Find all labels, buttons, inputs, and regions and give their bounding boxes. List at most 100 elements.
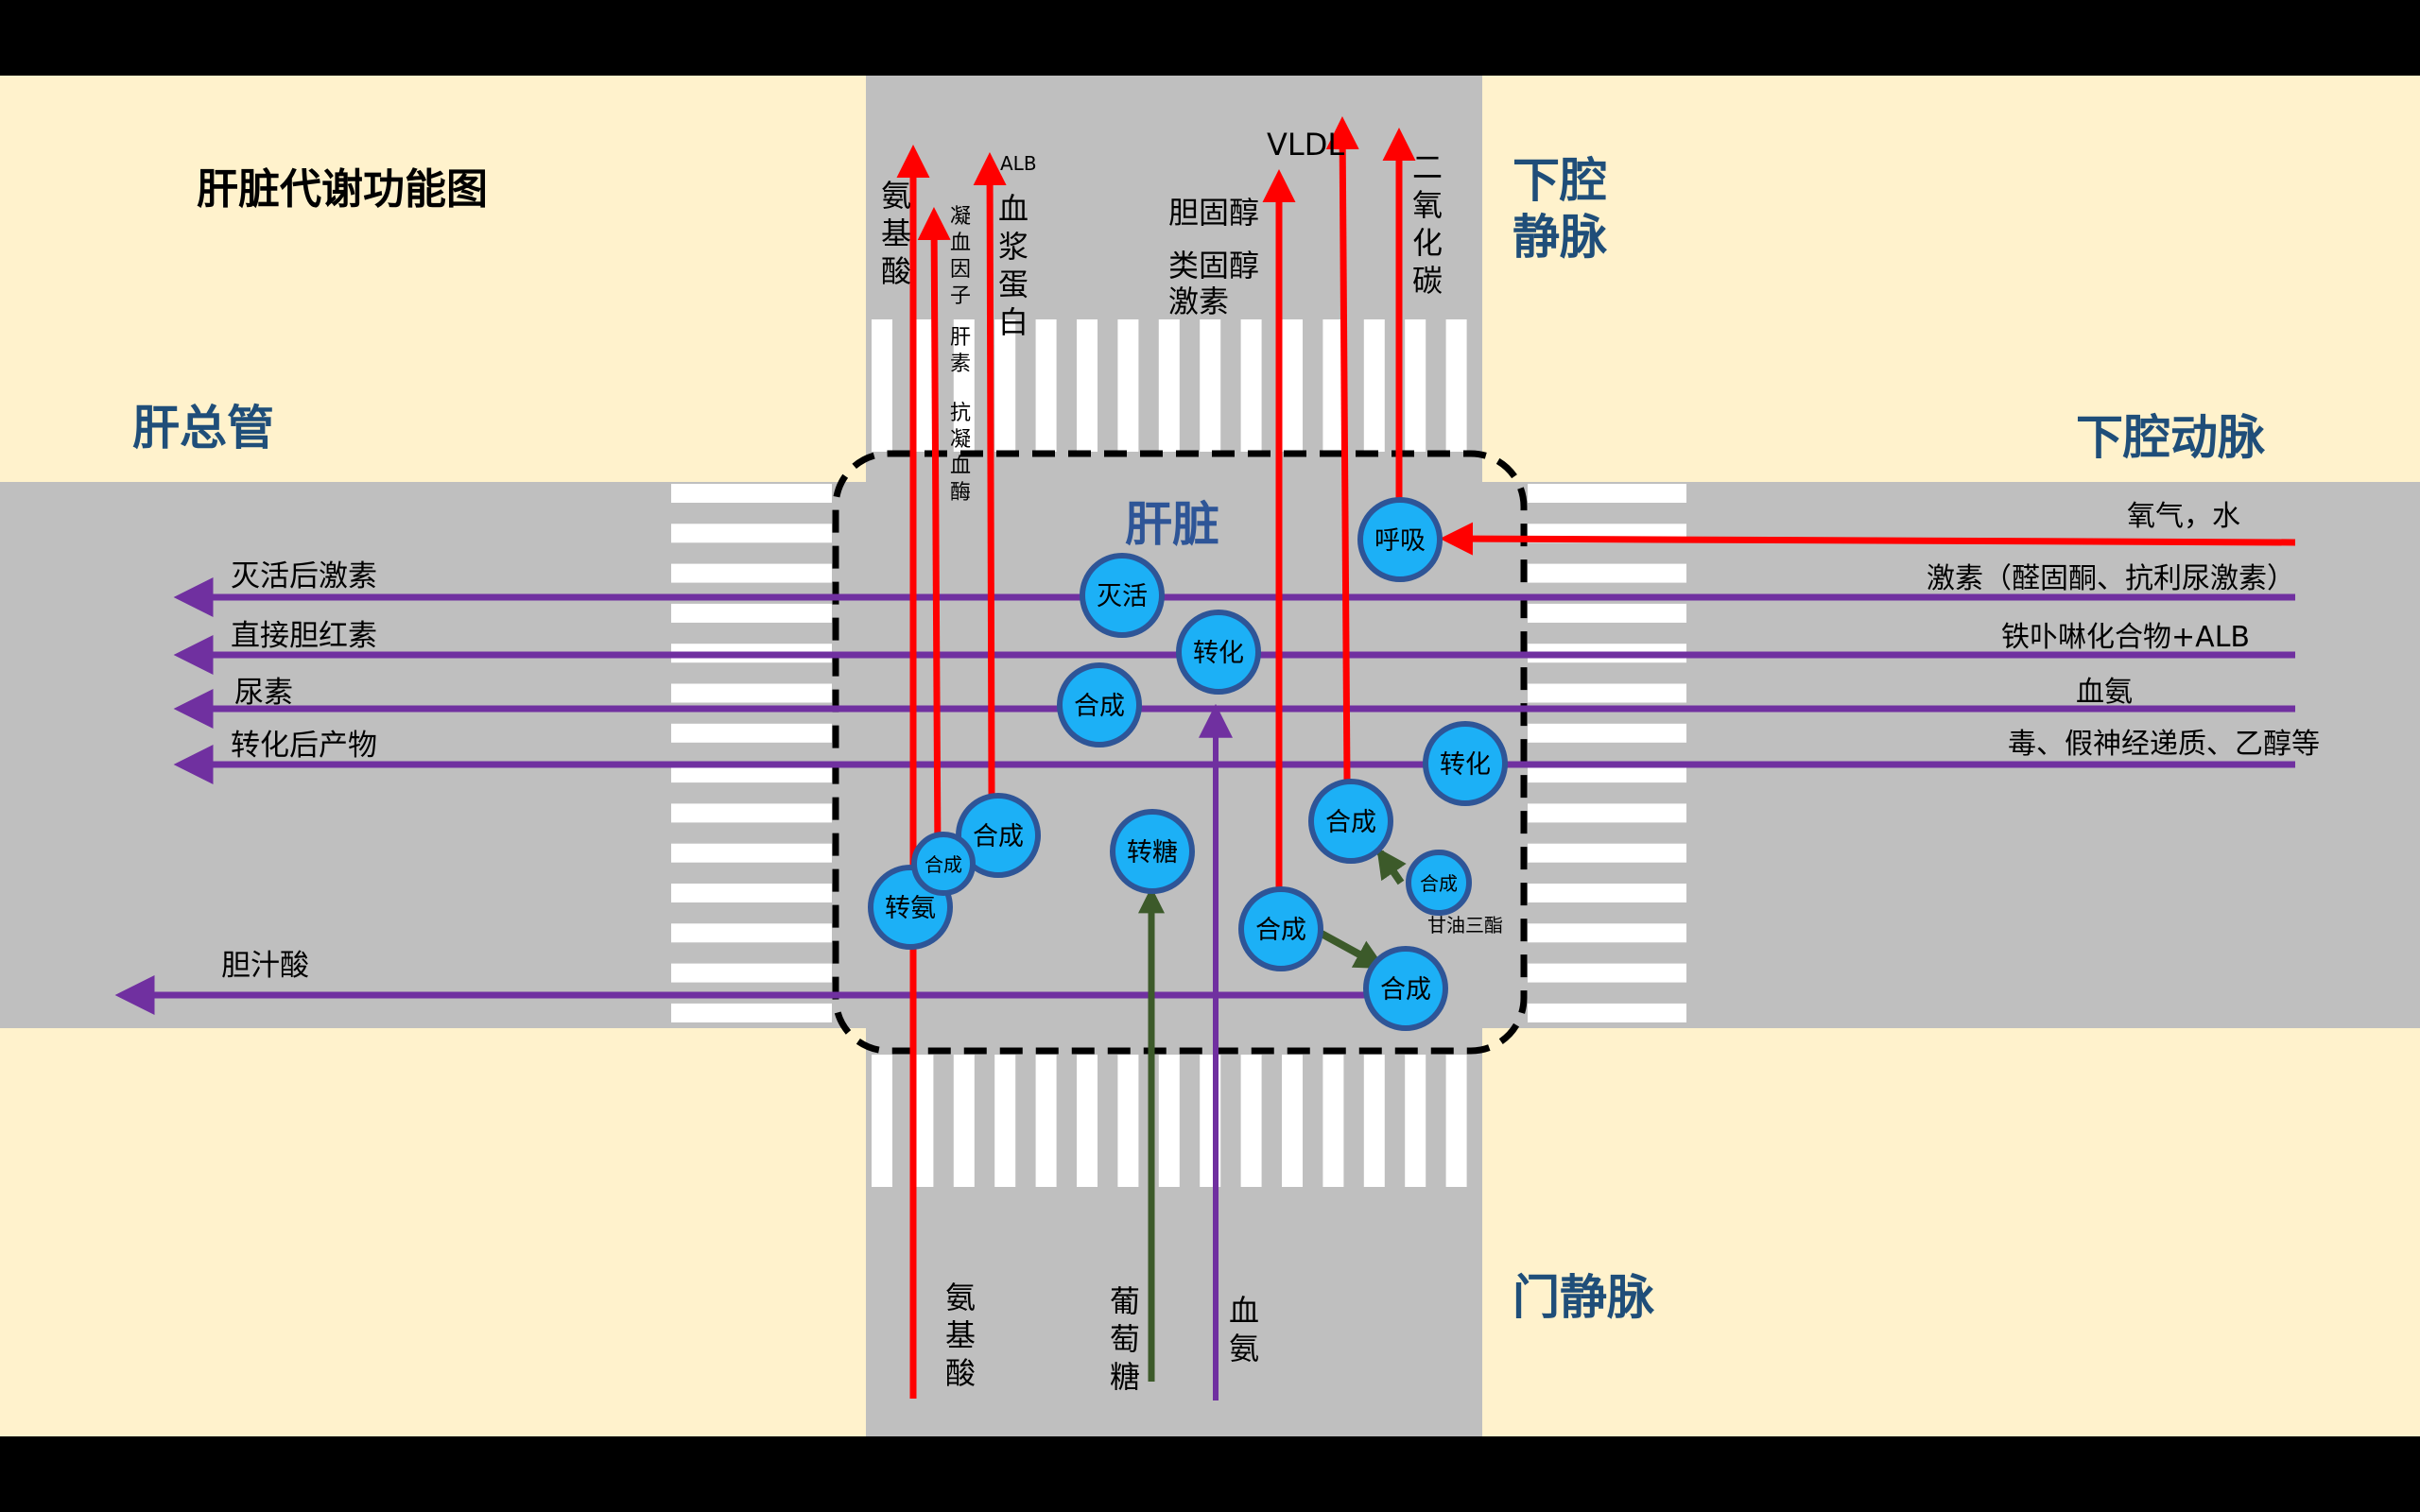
crosswalk-stripe xyxy=(1363,319,1385,452)
diagram-title: 肝脏代谢功能图 xyxy=(197,165,488,214)
crosswalk-stripe xyxy=(1322,1055,1344,1187)
crosswalk-stripe xyxy=(671,683,832,703)
top-letterbox xyxy=(0,0,2420,76)
crosswalk-stripe xyxy=(671,563,832,583)
crosswalk-stripe xyxy=(1528,884,1686,902)
node-synthesis-vldl: 合成 xyxy=(1308,779,1393,864)
crosswalk-stripe xyxy=(1077,1055,1098,1187)
node-synthesis-coag: 合成 xyxy=(911,832,976,896)
node-respiration: 呼吸 xyxy=(1357,497,1443,582)
flow-chol-to-bile xyxy=(1320,930,1386,970)
red-flows xyxy=(896,116,2296,1399)
node-inactivation-label: 灭活 xyxy=(1097,582,1148,611)
flow-vldl xyxy=(1325,116,1359,782)
crosswalk-stripe xyxy=(953,319,975,452)
label-bile-acid: 胆汁酸 xyxy=(221,949,309,983)
node-synthesis-urea-label: 合成 xyxy=(1074,692,1125,721)
crosswalk-stripe xyxy=(994,319,1016,452)
node-synthesis-coag-label: 合成 xyxy=(925,853,962,876)
crosswalk-right xyxy=(1528,484,1686,1022)
crosswalk-stripe xyxy=(671,764,832,783)
horizontal-road xyxy=(0,482,2420,1028)
node-conversion-1: 转化 xyxy=(1176,610,1261,695)
node-synthesis-tg-label: 合成 xyxy=(1420,872,1458,895)
label-alb: ALB xyxy=(1000,152,1037,175)
node-synthesis-tg: 合成 xyxy=(1406,850,1472,916)
node-synthesis-chol: 合成 xyxy=(1238,886,1323,971)
label-plasma-protein: 血浆蛋白 xyxy=(998,191,1028,340)
liver-boundary xyxy=(832,450,1528,1055)
crosswalk-stripe xyxy=(1528,843,1686,863)
crosswalk-stripe xyxy=(953,1055,975,1187)
crosswalk-stripe xyxy=(671,803,832,823)
crosswalk-top xyxy=(872,319,1467,452)
crosswalk-stripe xyxy=(671,484,832,503)
crosswalk-stripe xyxy=(1528,563,1686,583)
flow-tg-to-vldl xyxy=(1376,847,1407,885)
crosswalk-stripe xyxy=(1117,319,1139,452)
crosswalk-stripe xyxy=(1282,319,1303,452)
label-vldl: VLDL xyxy=(1267,127,1344,163)
label-converted-products: 转化后产物 xyxy=(231,729,377,763)
node-synthesis-protein-label: 合成 xyxy=(973,822,1024,851)
crosswalk-stripe xyxy=(671,963,832,983)
label-steroid: 类固醇激素 xyxy=(1168,248,1259,319)
crosswalk-stripe xyxy=(1282,1055,1303,1187)
crosswalk-stripe xyxy=(671,843,832,863)
crosswalk-stripe xyxy=(912,319,934,452)
road-label-portal-vein: 门静脉 xyxy=(1512,1270,1655,1325)
label-oxygen-water: 氧气，水 xyxy=(2127,500,2240,533)
crosswalk-stripe xyxy=(1322,319,1344,452)
label-cholesterol: 胆固醇 xyxy=(1168,195,1259,231)
crosswalk-stripe xyxy=(1035,319,1057,452)
crosswalk-stripe xyxy=(1528,764,1686,783)
crosswalk-stripe xyxy=(872,319,892,452)
crosswalk-stripe xyxy=(1405,319,1426,452)
crosswalk-stripe xyxy=(1158,1055,1180,1187)
crosswalk-stripe xyxy=(872,1055,892,1187)
label-coag-factor: 凝血因子 xyxy=(950,205,971,308)
label-triglyceride: 甘油三酯 xyxy=(1427,914,1503,936)
node-synthesis-bile-label: 合成 xyxy=(1380,975,1431,1005)
label-blood-ammonia-right: 血氨 xyxy=(2076,676,2133,709)
crosswalk-stripe xyxy=(1158,319,1180,452)
road-label-hepatic-duct: 肝总管 xyxy=(132,401,274,455)
bottom-letterbox xyxy=(0,1436,2420,1512)
road-label-ivc: 下腔静脉 xyxy=(1512,153,1608,265)
crosswalk-stripe xyxy=(1528,923,1686,943)
crosswalk-stripe xyxy=(1077,319,1098,452)
green-flows xyxy=(1138,847,1407,1382)
label-amino-acid-top: 氨基酸 xyxy=(881,178,911,289)
road-label-aorta: 下腔动脉 xyxy=(2076,410,2266,465)
crosswalk-stripe xyxy=(1528,1003,1686,1022)
label-blood-ammonia-bottom: 血氨 xyxy=(1229,1293,1259,1366)
crosswalk-bottom xyxy=(872,1055,1467,1187)
crosswalk-stripe xyxy=(1528,683,1686,703)
node-conversion-2: 转化 xyxy=(1423,721,1508,806)
crosswalk-stripe xyxy=(1363,1055,1385,1187)
label-direct-bilirubin: 直接胆红素 xyxy=(231,619,377,653)
label-inactivated-hormones: 灭活后激素 xyxy=(231,559,377,593)
node-inactivation: 灭活 xyxy=(1080,553,1165,638)
crosswalk-stripe xyxy=(912,1055,934,1187)
crosswalk-stripe xyxy=(671,923,832,943)
crosswalk-stripe xyxy=(994,1055,1016,1187)
crosswalk-stripe xyxy=(671,1003,832,1022)
crosswalk-stripe xyxy=(671,884,832,902)
node-conversion-2-label: 转化 xyxy=(1440,750,1491,780)
node-gluconeogenesis-label: 转糖 xyxy=(1127,838,1178,868)
crosswalk-stripe xyxy=(671,723,832,743)
crosswalk-stripe xyxy=(1240,1055,1262,1187)
crosswalk-stripe xyxy=(671,603,832,623)
label-heparin: 肝素 xyxy=(950,326,971,376)
label-heme-alb: 铁卟啉化合物+ALB xyxy=(2001,621,2250,654)
flow-plasma-protein xyxy=(973,152,1007,797)
node-synthesis-bile: 合成 xyxy=(1363,946,1448,1031)
crosswalk-stripe xyxy=(1528,803,1686,823)
node-synthesis-vldl-label: 合成 xyxy=(1325,808,1376,837)
label-antithrombin: 抗凝血酶 xyxy=(950,402,971,505)
crosswalk-stripe xyxy=(1445,319,1467,452)
crosswalk-stripe xyxy=(671,524,832,543)
label-hormones-in: 激素（醛固酮、抗利尿激素） xyxy=(1927,562,2295,595)
